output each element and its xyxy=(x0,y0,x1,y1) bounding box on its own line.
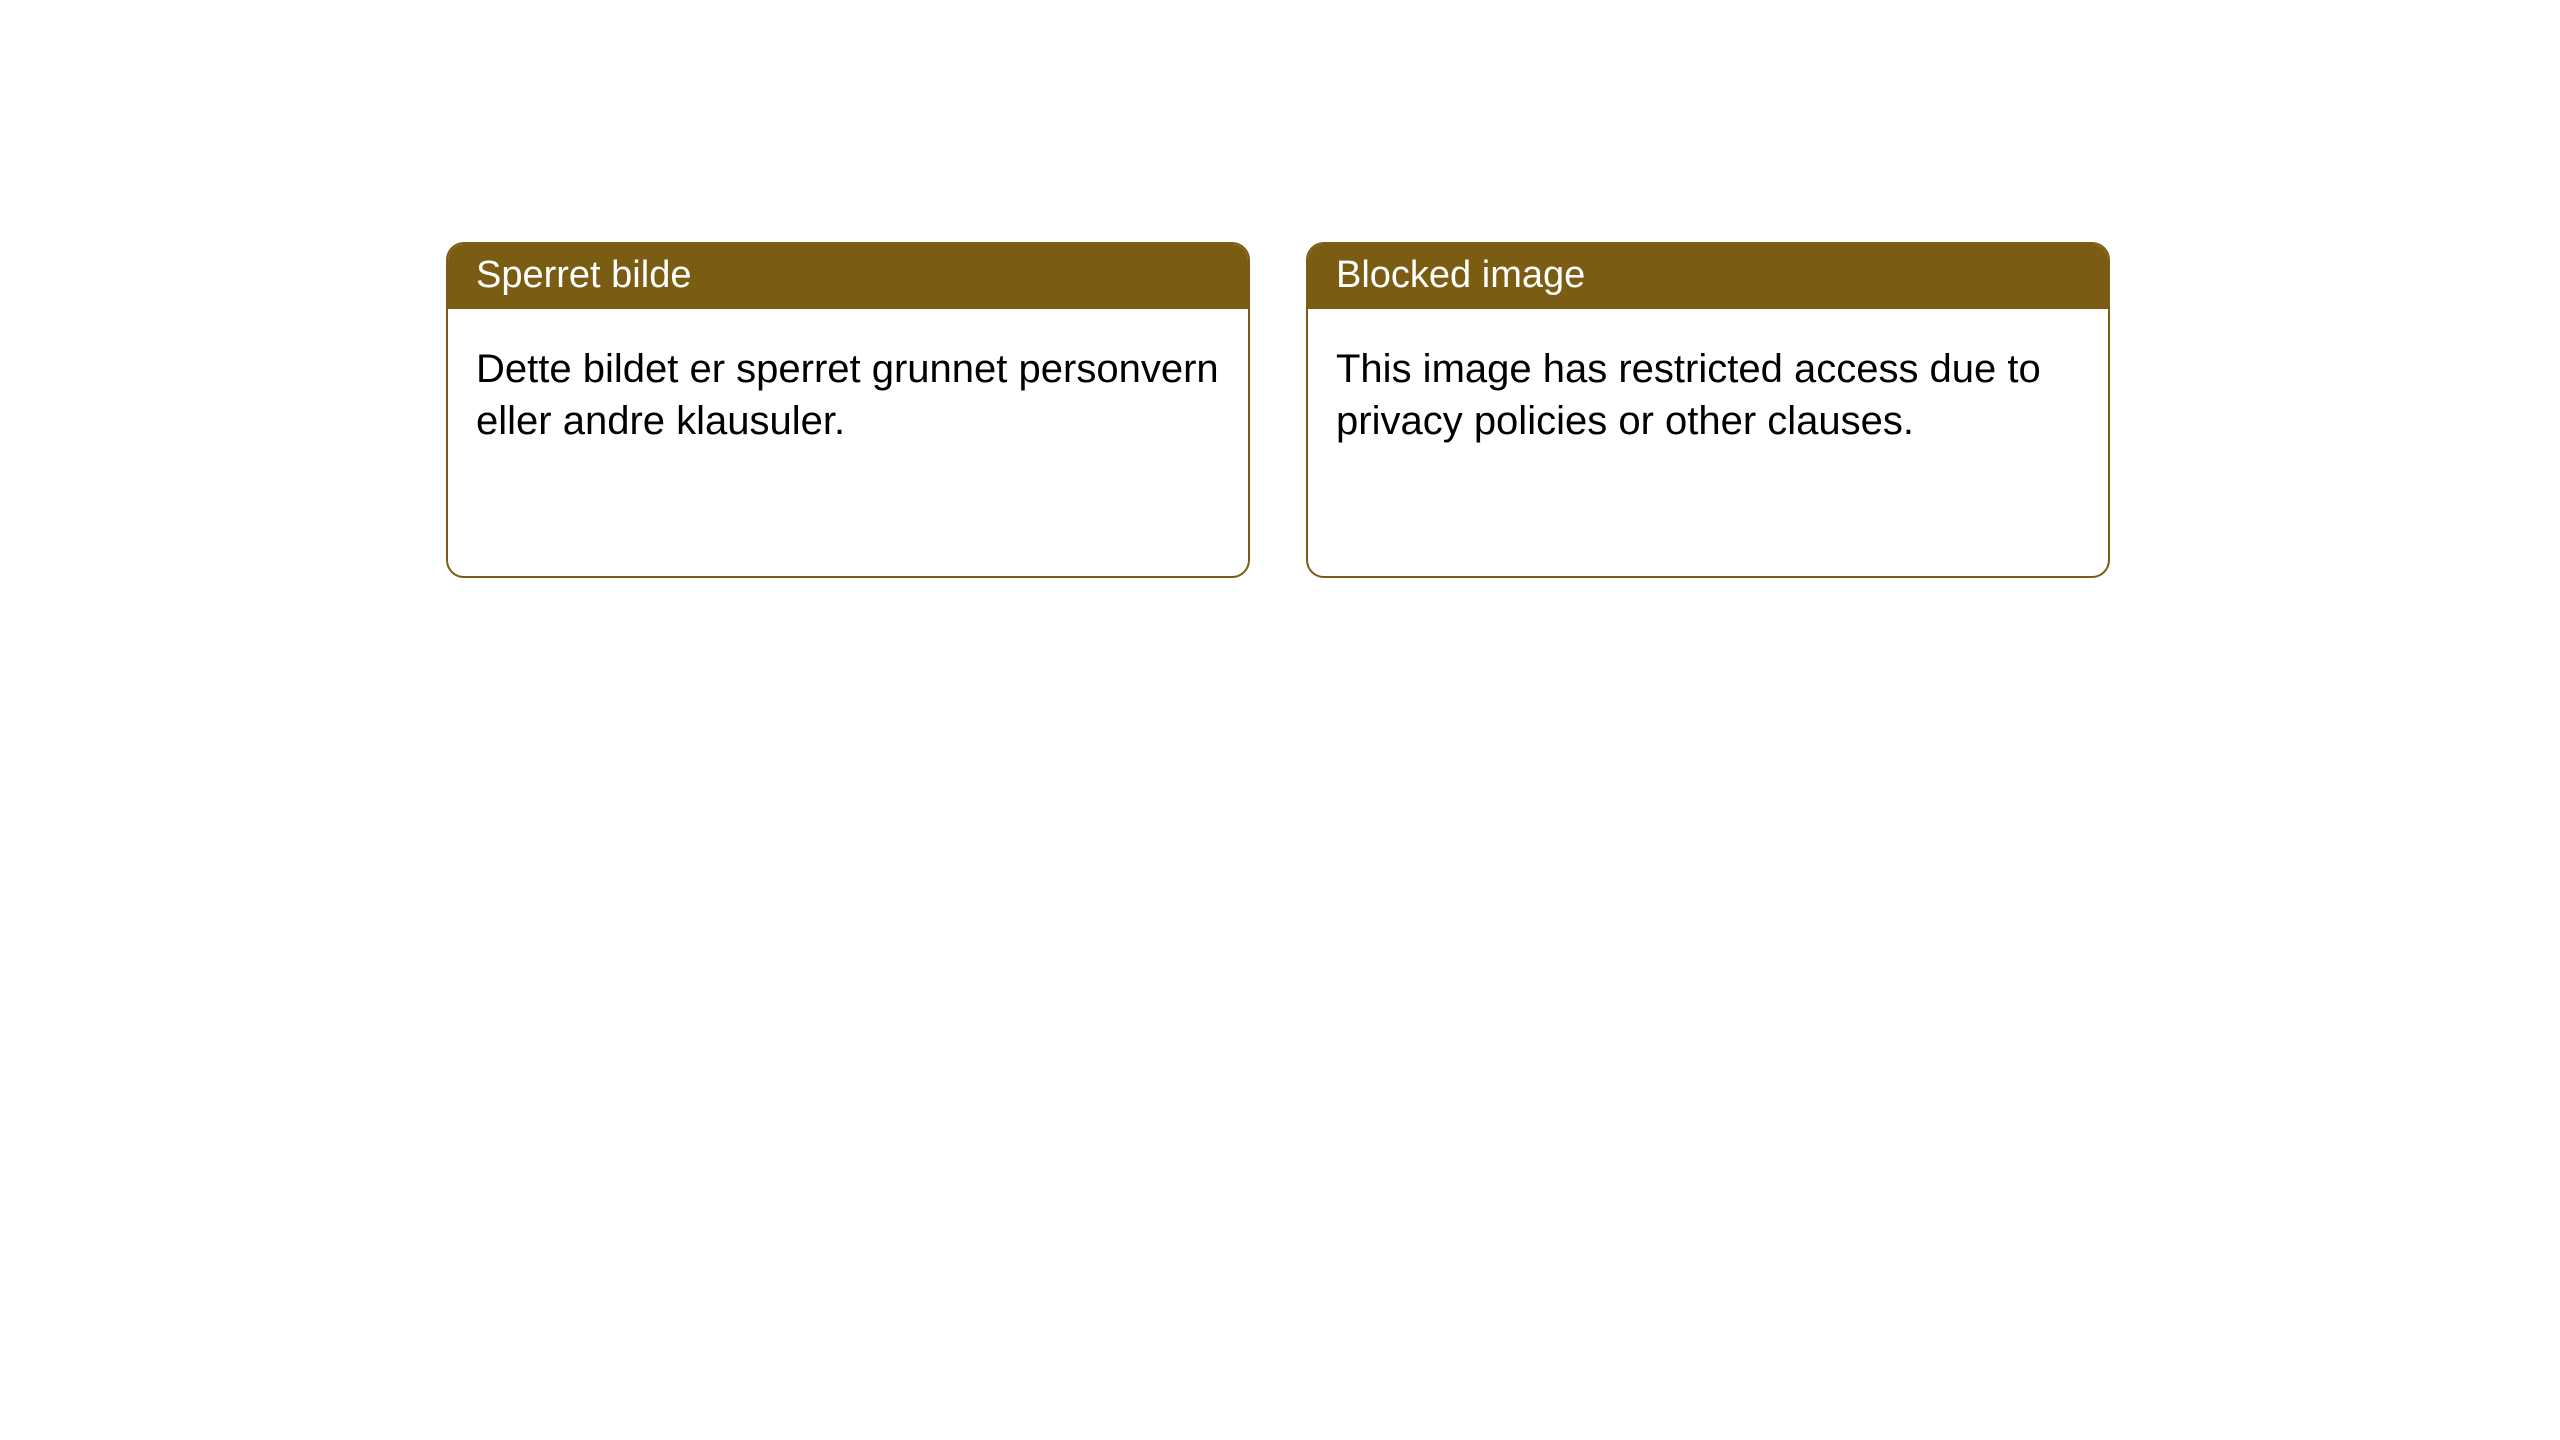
card-header: Sperret bilde xyxy=(448,244,1248,309)
card-body-text: Dette bildet er sperret grunnet personve… xyxy=(476,347,1219,443)
card-header: Blocked image xyxy=(1308,244,2108,309)
card-body-text: This image has restricted access due to … xyxy=(1336,347,2041,443)
card-body: Dette bildet er sperret grunnet personve… xyxy=(448,309,1248,481)
card-title: Sperret bilde xyxy=(476,254,691,296)
notice-card-norwegian: Sperret bilde Dette bildet er sperret gr… xyxy=(446,242,1250,578)
card-title: Blocked image xyxy=(1336,254,1585,296)
card-body: This image has restricted access due to … xyxy=(1308,309,2108,481)
notice-card-english: Blocked image This image has restricted … xyxy=(1306,242,2110,578)
notice-cards-container: Sperret bilde Dette bildet er sperret gr… xyxy=(0,0,2560,578)
